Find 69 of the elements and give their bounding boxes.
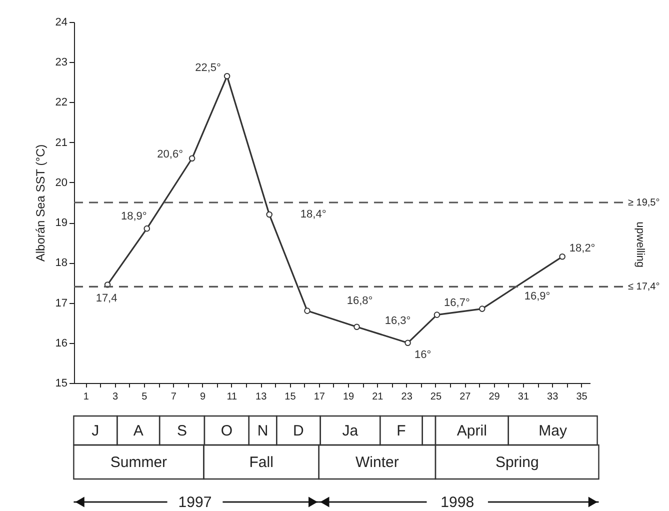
annotation: 16° (414, 348, 432, 361)
x-tick-label: 7 (170, 392, 177, 402)
text: Fall (249, 454, 274, 471)
x-tick-label: 35 (576, 392, 588, 402)
text: Winter (356, 454, 399, 471)
y-tick-label: 21 (55, 136, 68, 149)
annotation: 18,9° (120, 210, 147, 223)
x-tick-label: 11 (226, 392, 238, 402)
y-tick-label: 20 (55, 176, 68, 189)
y-tick-label: 15 (55, 378, 68, 390)
annotation: 20,6° (157, 148, 183, 160)
x-tick-label: 3 (112, 392, 119, 402)
y-tick-label: 22 (55, 96, 68, 109)
text: O (220, 422, 233, 440)
point (354, 324, 360, 330)
text: May (538, 422, 568, 440)
annotation: 18,4° (300, 208, 326, 221)
annotation: 16,8° (346, 294, 373, 307)
y-tick-label: 23 (55, 56, 68, 69)
text: A (133, 422, 144, 440)
point (224, 73, 230, 80)
text: upwelling (634, 222, 646, 268)
x-tick-label: 9 (200, 392, 206, 402)
annotation: 17,4 (96, 292, 118, 305)
text: S (177, 422, 188, 440)
x-tick-label: 1 (83, 392, 90, 402)
x-tick-label: 17 (314, 392, 326, 402)
x-tick-label: 19 (342, 392, 355, 402)
annotation: 16,3° (384, 314, 411, 327)
x-tick-label: 25 (430, 392, 442, 402)
x-tick-label: 13 (256, 392, 268, 402)
text: 1997 (178, 494, 212, 511)
point (559, 254, 566, 260)
y-tick-label: 24 (55, 16, 68, 28)
point (478, 306, 486, 312)
y-tick-label: 19 (55, 217, 68, 230)
x-tick-label: 21 (372, 392, 384, 402)
text: Spring (495, 454, 539, 471)
text: J (92, 422, 100, 440)
x-tick-label: 5 (142, 392, 148, 402)
point (404, 340, 411, 346)
annotation: 18,2° (569, 242, 596, 255)
annotation: 16,7° (444, 296, 470, 309)
annotation: 22,5° (195, 62, 221, 74)
y-tick-label: 18 (55, 257, 68, 270)
annotation: 16,9° (524, 290, 550, 303)
point (144, 225, 150, 232)
y-axis-title: Alborán Sea SST (°C) (33, 144, 48, 262)
point (188, 155, 196, 162)
x-tick-label: 31 (518, 392, 530, 402)
text: April (456, 422, 487, 440)
ref-line-label: ≥ 19,5° (628, 198, 660, 208)
text: F (396, 422, 406, 440)
text: N (257, 422, 268, 440)
ref-line-label: ≤ 17,4° (628, 282, 660, 293)
text: 1998 (440, 494, 474, 511)
point (434, 312, 440, 318)
x-tick-label: 23 (401, 392, 413, 402)
y-tick-label: 17 (55, 297, 68, 310)
x-tick-label: 15 (284, 392, 296, 402)
text: D (293, 422, 304, 440)
point (266, 211, 272, 218)
text: Summer (110, 454, 168, 471)
y-tick-label: 16 (55, 337, 68, 350)
point (304, 308, 310, 314)
x-tick-label: 33 (547, 392, 559, 402)
x-tick-label: 29 (488, 392, 500, 402)
text: Ja (342, 422, 359, 440)
x-tick-label: 27 (460, 392, 472, 402)
